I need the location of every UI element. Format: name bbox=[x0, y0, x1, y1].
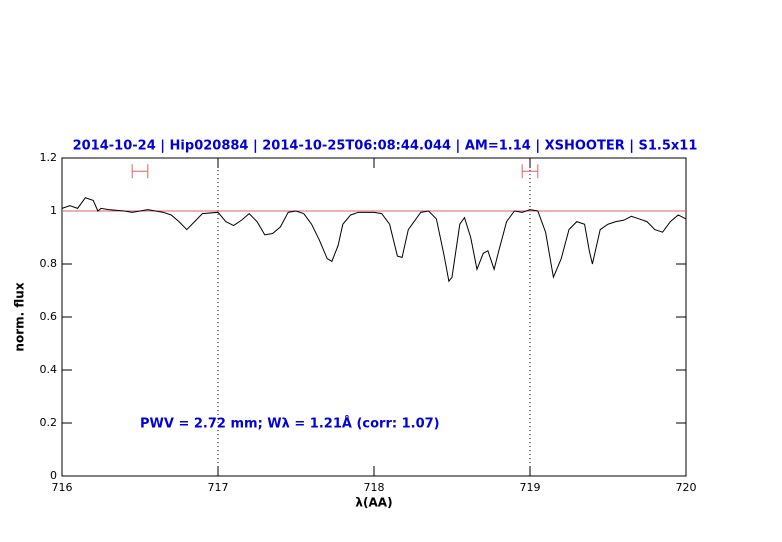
y-tick-label: 1 bbox=[50, 204, 57, 217]
y-tick-label: 0.6 bbox=[40, 310, 58, 323]
y-tick-label: 0.4 bbox=[40, 363, 58, 376]
x-tick-label: 719 bbox=[520, 481, 541, 494]
x-axis-label: λ(AA) bbox=[355, 496, 392, 510]
x-tick-label: 716 bbox=[52, 481, 73, 494]
y-tick-label: 0.8 bbox=[40, 257, 58, 270]
y-tick-label: 1.2 bbox=[40, 151, 58, 164]
spectrum-line bbox=[61, 197, 687, 283]
y-axis-label: norm. flux bbox=[13, 282, 27, 351]
annotation: PWV = 2.72 mm; Wλ = 1.21Å (corr: 1.07) bbox=[140, 416, 440, 432]
chart-title: 2014-10-24 | Hip020884 | 2014-10-25T06:0… bbox=[73, 139, 698, 154]
x-tick-label: 720 bbox=[676, 481, 697, 494]
y-tick-label: 0 bbox=[50, 469, 57, 482]
x-tick-label: 717 bbox=[208, 481, 229, 494]
x-tick-label: 718 bbox=[364, 481, 385, 494]
y-tick-label: 0.2 bbox=[40, 416, 58, 429]
